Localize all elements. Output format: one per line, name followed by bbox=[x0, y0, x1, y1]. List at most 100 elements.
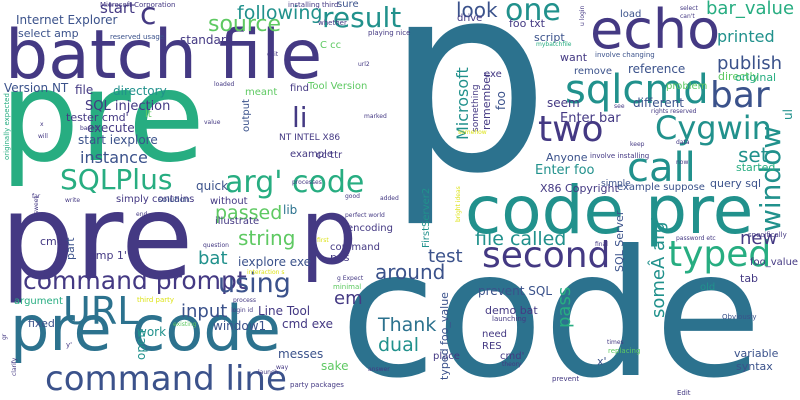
word-instance: instance bbox=[80, 148, 148, 167]
word-messes: messes bbox=[278, 347, 324, 361]
word-good: good bbox=[345, 193, 360, 200]
word-one: one bbox=[505, 0, 561, 28]
word-illustrate: illustrate bbox=[215, 216, 260, 227]
word-x86-copyright: X86 Copyright bbox=[540, 182, 619, 195]
word-select-amp: select amp bbox=[18, 27, 79, 40]
word-process: process bbox=[233, 297, 257, 304]
word-echo: echo bbox=[590, 0, 721, 61]
word-thank: Thank bbox=[378, 314, 437, 336]
word-lt: lt bbox=[145, 109, 152, 120]
word-minimal: minimal bbox=[333, 283, 362, 291]
word-sqlplus: SQLPlus bbox=[60, 163, 173, 196]
word-something: something bbox=[471, 84, 481, 132]
word-sql-injection: SQL injection bbox=[85, 99, 171, 114]
word-window1: window1 bbox=[213, 319, 267, 333]
word-old: old bbox=[700, 282, 716, 293]
word-added: added bbox=[380, 195, 399, 202]
word-loaded: loaded bbox=[214, 81, 235, 88]
word-perfect-world: perfect world bbox=[345, 212, 385, 219]
word-simple: simple bbox=[601, 179, 631, 189]
word-string: string bbox=[238, 226, 296, 250]
word-url: URL bbox=[63, 289, 139, 333]
word-publish: publish bbox=[717, 53, 783, 74]
word-li: li bbox=[292, 101, 308, 134]
word-url2: url2 bbox=[358, 61, 370, 68]
word-iexplore-exe: iexplore exe bbox=[238, 255, 312, 269]
word-microsoft-corporation: Microsoft Corporation bbox=[100, 1, 176, 9]
word-remember: remember bbox=[480, 72, 493, 130]
word-standard: standard bbox=[180, 33, 234, 47]
word-select: select bbox=[680, 5, 698, 12]
word-bar: bar bbox=[710, 75, 770, 116]
word-window: window bbox=[754, 125, 787, 232]
word-remove: remove bbox=[574, 66, 612, 77]
word-cmd-exe: cmd exe bbox=[282, 317, 334, 331]
word-new: new bbox=[740, 228, 778, 249]
word-execute: execute bbox=[87, 121, 135, 135]
word-far: far bbox=[32, 193, 41, 200]
word-sure: sure bbox=[337, 0, 359, 10]
word-marked: marked bbox=[364, 113, 387, 120]
word-exit: exit bbox=[267, 51, 279, 58]
word-way: way bbox=[276, 364, 289, 371]
word-cygwin: Cygwin bbox=[655, 109, 772, 147]
word-test: test bbox=[428, 246, 463, 267]
word-involve-installing: involve installing bbox=[590, 152, 650, 160]
word-exe: exe bbox=[484, 69, 502, 80]
word-sweet: sweet bbox=[33, 196, 40, 214]
word-call: call bbox=[627, 145, 696, 191]
word-third-party: third party bbox=[137, 296, 175, 304]
word-dual: dual bbox=[378, 334, 420, 356]
word-password-etc: password etc bbox=[676, 235, 716, 242]
word-involve-changing: involve changing bbox=[595, 51, 655, 59]
word-result: result bbox=[322, 1, 402, 34]
word-find: find bbox=[290, 83, 309, 94]
word-file: file bbox=[75, 83, 94, 97]
word-sake: sake bbox=[321, 359, 349, 373]
word-login-id: login id bbox=[231, 307, 253, 314]
word-value: value bbox=[204, 119, 221, 126]
word-start-iexplore: start iexplore bbox=[78, 133, 158, 147]
word-enter-foo: Enter foo bbox=[535, 163, 595, 178]
word-somehow: somehow bbox=[458, 129, 487, 136]
word-argument: argument bbox=[14, 296, 63, 307]
word-command: command bbox=[330, 242, 380, 253]
word-tester-cmd: tester cmd' bbox=[66, 111, 129, 124]
word-look: look bbox=[456, 0, 498, 22]
word-drive: drive bbox=[457, 13, 483, 24]
word-now: now bbox=[676, 159, 689, 166]
word-set: set bbox=[738, 143, 769, 167]
word-foo-txt: foo txt bbox=[509, 17, 545, 30]
word-first: first bbox=[317, 237, 329, 244]
word-example: example bbox=[290, 149, 334, 160]
word-code-pre: code pre bbox=[465, 172, 754, 249]
word-final: final bbox=[595, 241, 608, 248]
word-processes: processes bbox=[292, 179, 322, 186]
word-c-cc: C cc bbox=[320, 40, 342, 51]
word-x-small: x bbox=[40, 121, 44, 128]
word-installing-third: installing third bbox=[288, 1, 339, 9]
word-internet-explorer: Internet Explorer bbox=[16, 13, 118, 27]
word-command-prompt: command prompt bbox=[23, 266, 247, 295]
word-output: output bbox=[241, 99, 252, 132]
word-res: RES bbox=[482, 341, 502, 352]
word-printed: printed bbox=[717, 27, 775, 46]
word-p-giant: p bbox=[385, 0, 551, 231]
word-different: different bbox=[633, 96, 684, 110]
word-prevent-sql: prevent SQL bbox=[478, 284, 553, 298]
word-gr: gr bbox=[1, 333, 8, 340]
word-source: source bbox=[208, 12, 282, 37]
word-line-tool: Line Tool bbox=[258, 304, 311, 318]
word-simply-contains: simply contains bbox=[116, 194, 195, 205]
word-typed: typed bbox=[668, 234, 772, 275]
word-want: want bbox=[560, 51, 588, 64]
word-amp-1: amp 1' bbox=[89, 249, 127, 262]
word-cmd-quote: cmd' bbox=[500, 351, 525, 362]
word-sql-server: SQL Server bbox=[613, 210, 626, 272]
word-solution: solution bbox=[158, 195, 190, 204]
word-sqlcmd: sqlcmd bbox=[565, 67, 709, 113]
word-problem: problem bbox=[666, 81, 708, 92]
word-seem: seem bbox=[547, 96, 580, 110]
word-y-quote: y' bbox=[66, 341, 73, 349]
word-directory: directory bbox=[113, 84, 167, 98]
